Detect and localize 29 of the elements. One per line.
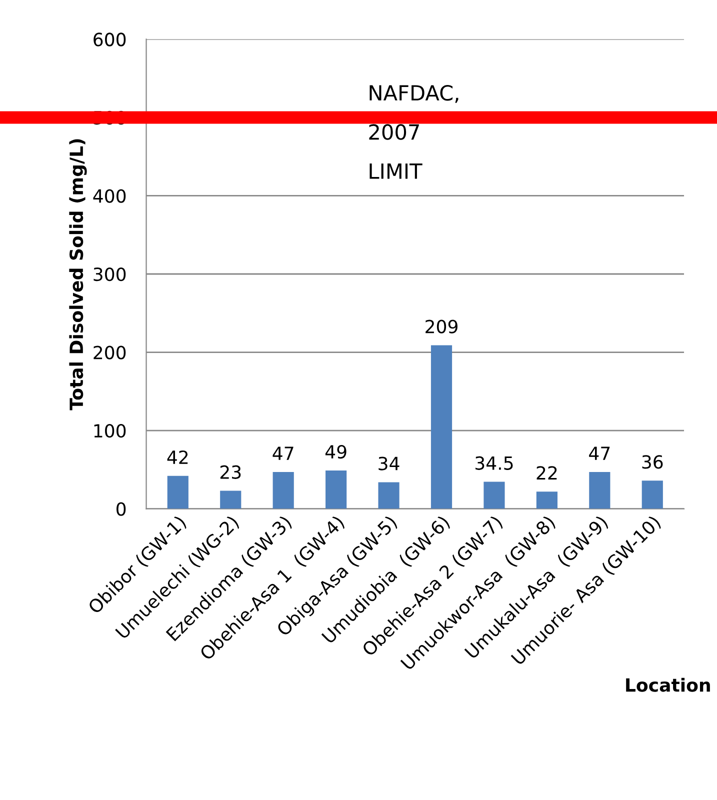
bar: [167, 476, 188, 509]
y-tick-label: 0: [116, 502, 126, 516]
ref-line-label: NAFDAC, 2007 LIMIT: [369, 84, 458, 179]
y-axis-title: Total Disolved Solid (mg/L): [69, 139, 87, 410]
data-label: 47: [272, 446, 294, 460]
bar: [272, 472, 294, 509]
data-label: 22: [536, 466, 557, 480]
data-label: 209: [426, 320, 458, 334]
bar: [326, 470, 347, 509]
y-tick-label: 600: [94, 32, 126, 46]
bar: [430, 345, 452, 509]
data-label: 36: [642, 455, 663, 469]
data-label: 23: [220, 465, 241, 479]
bar: [589, 472, 610, 509]
y-tick-label: 300: [94, 267, 126, 282]
bar: [378, 482, 400, 509]
bar: [484, 482, 505, 509]
y-tick-label: 200: [94, 346, 126, 360]
data-label: 47: [589, 446, 610, 460]
data-label: 49: [325, 444, 346, 459]
bar: [220, 490, 242, 509]
y-tick-label: 100: [94, 424, 126, 438]
data-label: 42: [167, 450, 188, 464]
bar: [536, 492, 558, 509]
x-axis-title: Location: [626, 678, 710, 692]
y-tick-label: 400: [93, 189, 126, 203]
data-label: 34: [378, 456, 400, 470]
bar: [642, 480, 663, 509]
data-label: 34.5: [476, 456, 513, 470]
